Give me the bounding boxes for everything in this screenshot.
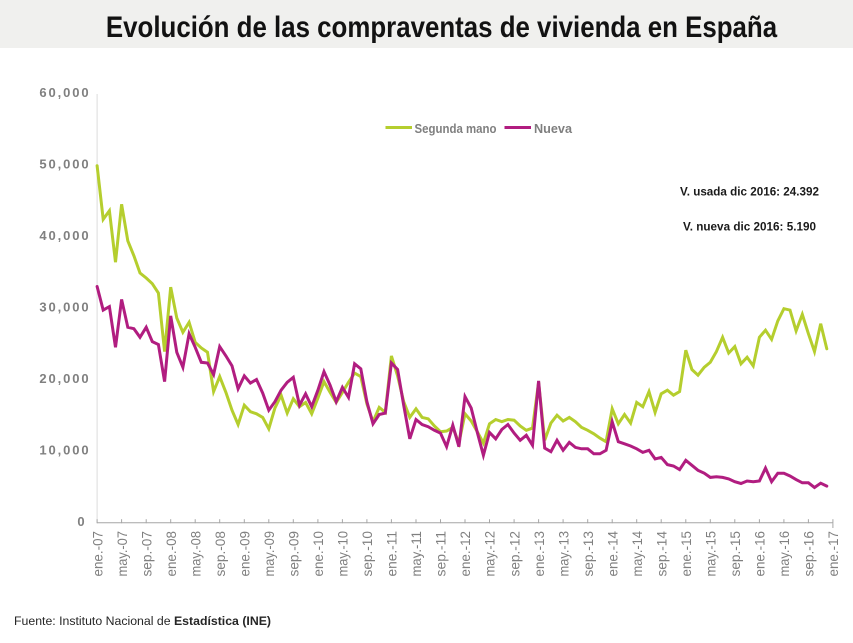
svg-text:may.-11: may.-11 — [409, 531, 424, 577]
svg-text:20,000: 20,000 — [39, 371, 90, 386]
svg-text:ene.-17: ene.-17 — [826, 531, 841, 577]
svg-text:may.-14: may.-14 — [630, 531, 645, 577]
svg-text:sep.-11: sep.-11 — [434, 531, 449, 577]
svg-text:ene.-07: ene.-07 — [90, 531, 105, 577]
svg-text:sep.-14: sep.-14 — [654, 531, 669, 577]
svg-text:sep.-10: sep.-10 — [360, 531, 375, 577]
svg-text:ene.-08: ene.-08 — [164, 531, 179, 577]
svg-text:sep.-15: sep.-15 — [728, 531, 743, 577]
svg-text:may.-16: may.-16 — [777, 531, 792, 577]
svg-text:ene.-09: ene.-09 — [238, 531, 253, 577]
svg-text:sep.-16: sep.-16 — [802, 531, 817, 577]
svg-text:sep.-09: sep.-09 — [287, 531, 302, 577]
svg-text:40,000: 40,000 — [39, 228, 90, 243]
svg-text:sep.-07: sep.-07 — [139, 531, 154, 577]
svg-text:may.-13: may.-13 — [556, 531, 571, 577]
svg-text:may.-10: may.-10 — [336, 531, 351, 577]
svg-text:60,000: 60,000 — [39, 85, 90, 100]
svg-text:ene.-12: ene.-12 — [458, 531, 473, 577]
svg-text:ene.-16: ene.-16 — [753, 531, 768, 577]
svg-text:may.-08: may.-08 — [188, 531, 203, 577]
svg-text:Nueva: Nueva — [534, 121, 573, 136]
svg-text:may.-15: may.-15 — [704, 531, 719, 577]
svg-text:V. usada dic 2016: 24.392: V. usada dic 2016: 24.392 — [680, 185, 819, 199]
svg-text:ene.-15: ene.-15 — [679, 531, 694, 577]
svg-text:Segunda mano: Segunda mano — [415, 121, 497, 136]
svg-text:ene.-14: ene.-14 — [605, 531, 620, 577]
svg-text:may.-09: may.-09 — [262, 531, 277, 577]
svg-text:V. nueva dic 2016: 5.190: V. nueva dic 2016: 5.190 — [683, 220, 816, 234]
svg-text:ene.-11: ene.-11 — [385, 531, 400, 577]
svg-text:sep.-08: sep.-08 — [213, 531, 228, 577]
svg-text:sep.-12: sep.-12 — [507, 531, 522, 577]
svg-text:may.-07: may.-07 — [115, 531, 130, 577]
svg-text:30,000: 30,000 — [39, 300, 90, 315]
svg-text:50,000: 50,000 — [39, 157, 90, 172]
svg-text:sep.-13: sep.-13 — [581, 531, 596, 577]
svg-text:0: 0 — [77, 514, 86, 529]
svg-text:10,000: 10,000 — [39, 443, 90, 458]
svg-text:ene.-13: ene.-13 — [532, 531, 547, 577]
svg-text:may.-12: may.-12 — [483, 531, 498, 577]
svg-text:ene.-10: ene.-10 — [311, 531, 326, 577]
